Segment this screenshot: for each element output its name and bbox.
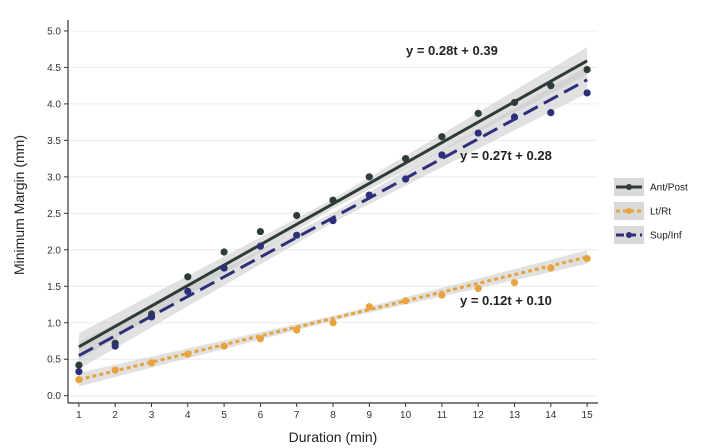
data-point [293, 326, 301, 334]
x-tick-label: 9 [367, 410, 373, 421]
data-point [438, 151, 446, 159]
y-tick-label: 1.0 [47, 318, 61, 329]
legend-key-point [626, 184, 632, 190]
data-point [402, 155, 410, 163]
data-point [220, 248, 228, 256]
legend: Ant/Post Lt/Rt Sup/Inf [614, 178, 688, 244]
data-point [329, 217, 337, 225]
y-tick-label: 1.5 [47, 282, 61, 293]
data-point [547, 82, 555, 90]
x-tick-label: 2 [112, 410, 118, 421]
data-point [75, 376, 83, 384]
x-tick-label: 1 [76, 410, 82, 421]
data-point [583, 254, 591, 263]
legend-key-point [626, 208, 632, 214]
fit-equation-label: y = 0.12t + 0.10 [460, 293, 552, 308]
data-point [474, 284, 482, 293]
x-tick-label: 4 [185, 410, 191, 421]
y-tick-label: 5.0 [47, 26, 61, 37]
data-point [583, 66, 591, 74]
data-point [474, 129, 482, 137]
y-tick-label: 0.5 [47, 355, 61, 366]
data-point [329, 319, 337, 327]
y-tick-label: 4.5 [47, 63, 61, 74]
data-point [220, 342, 228, 350]
data-point [111, 366, 119, 374]
data-point [547, 109, 555, 117]
y-tick-labels: 0.0 0.5 1.0 1.5 2.0 2.5 3.0 3.5 4.0 4.5 5.0 [47, 26, 61, 402]
data-point [147, 313, 156, 321]
data-point [220, 264, 228, 272]
x-tick-label: 11 [437, 410, 448, 421]
data-point [402, 297, 410, 305]
x-tick-labels: 1 2 3 4 5 6 7 8 9 10 11 12 13 14 15 [76, 410, 593, 421]
data-point [510, 113, 519, 121]
data-point [438, 291, 446, 299]
fit-equations: y = 0.28t + 0.39 y = 0.12t + 0.10 y = 0.27… [406, 43, 552, 308]
data-point [75, 368, 83, 376]
x-tick-label: 15 [582, 410, 594, 421]
data-point [402, 175, 410, 183]
data-point [365, 191, 373, 199]
x-tick-label: 13 [509, 410, 521, 421]
y-tick-label: 2.0 [47, 245, 61, 256]
x-tick-label: 14 [545, 410, 557, 421]
data-point [147, 359, 156, 367]
x-tick-label: 7 [294, 410, 300, 421]
y-tick-label: 2.5 [47, 209, 61, 220]
x-tick-label: 12 [473, 410, 485, 421]
y-tick-label: 0.0 [47, 391, 61, 402]
legend-label: Lt/Rt [650, 207, 671, 218]
x-tick-label: 5 [221, 410, 227, 421]
data-point [184, 273, 192, 281]
legend-label: Sup/Inf [650, 231, 682, 242]
regression-line [78, 59, 588, 349]
data-point [256, 227, 264, 236]
data-point [293, 211, 301, 220]
legend-label: Ant/Post [650, 183, 688, 194]
data-point [329, 196, 337, 204]
data-point [111, 342, 119, 350]
data-points [75, 66, 591, 384]
x-tick-label: 10 [400, 410, 412, 421]
data-point [474, 109, 482, 117]
y-tick-label: 3.5 [47, 136, 61, 147]
x-tick-label: 3 [149, 410, 155, 421]
data-point [365, 173, 373, 181]
data-point [293, 231, 301, 239]
data-point [365, 303, 373, 311]
data-point [184, 350, 192, 358]
data-point [510, 98, 519, 107]
x-axis-title: Duration (min) [289, 429, 378, 445]
data-point [184, 287, 192, 295]
legend-key-point [626, 232, 632, 238]
x-tick-label: 6 [258, 410, 264, 421]
axes [64, 20, 598, 407]
data-point [583, 89, 591, 97]
data-point [256, 335, 264, 343]
y-tick-label: 3.0 [47, 172, 61, 183]
y-tick-label: 4.0 [47, 99, 61, 110]
data-point [75, 361, 83, 369]
data-point [256, 242, 264, 250]
y-axis-title: Minimum Margin (mm) [11, 135, 27, 275]
fit-equation-label: y = 0.27t + 0.28 [460, 148, 552, 163]
data-point [438, 133, 446, 141]
x-tick-label: 8 [330, 410, 336, 421]
fit-equation-label: y = 0.28t + 0.39 [406, 43, 498, 58]
data-point [547, 264, 555, 272]
data-point [510, 279, 519, 287]
regression-line [78, 255, 588, 382]
